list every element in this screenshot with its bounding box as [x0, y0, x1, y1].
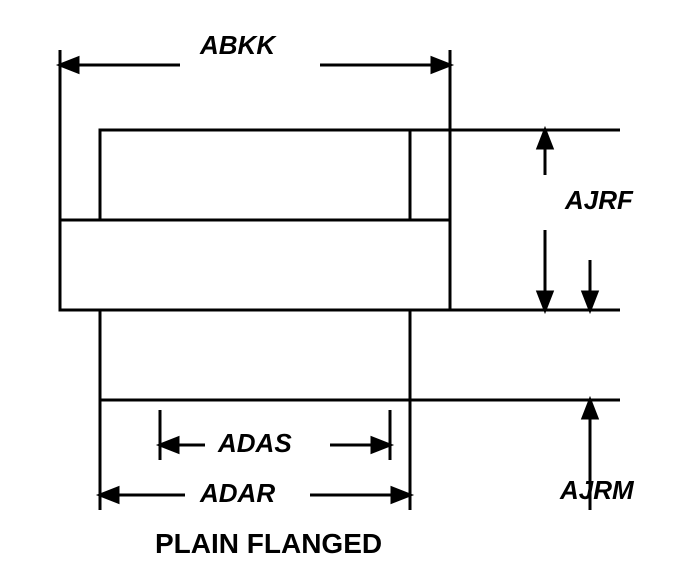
label-adas: ADAS — [218, 428, 292, 459]
flange — [60, 220, 450, 310]
lower-body — [100, 310, 410, 400]
label-ajrf: AJRF — [565, 185, 633, 216]
label-ajrm: AJRM — [560, 475, 634, 506]
diagram-container: ABKK AJRF AJRM ADAS ADAR PLAIN FLANGED — [0, 0, 684, 572]
flanged-part — [60, 130, 450, 400]
diagram-title: PLAIN FLANGED — [155, 528, 382, 560]
label-adar: ADAR — [200, 478, 275, 509]
upper-body — [100, 130, 410, 220]
label-abkk: ABKK — [200, 30, 275, 61]
